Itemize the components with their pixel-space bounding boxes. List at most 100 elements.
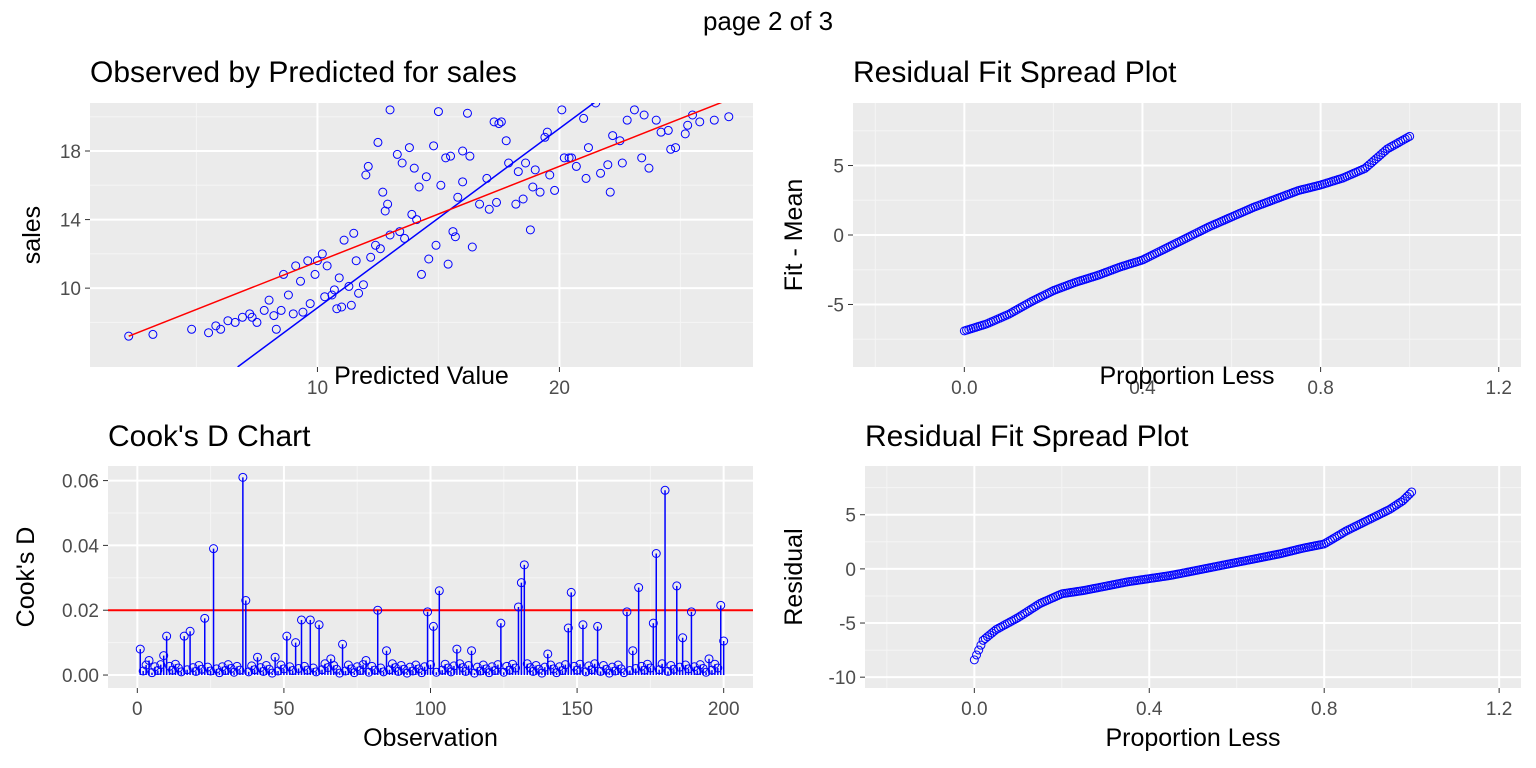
cooks-d-point: [305, 615, 315, 625]
data-point: [1330, 533, 1340, 543]
data-point: [1321, 538, 1331, 548]
data-point: [617, 158, 627, 168]
data-point: [1029, 603, 1039, 613]
cooks-d-point: [713, 663, 723, 673]
data-point: [271, 324, 281, 334]
cooks-d-point: [238, 472, 248, 482]
data-point: [453, 192, 463, 202]
data-point: [1006, 308, 1016, 318]
x-tick-label: 0.8: [1307, 378, 1333, 399]
cooks-d-point: [191, 666, 201, 676]
data-point: [695, 117, 705, 127]
cooks-d-point: [370, 665, 380, 675]
residual-fit-spread-plot-residual: 0.0 0.4 0.8 1.2 -10 -5 0 5 Residual Fit Spread P…: [780, 420, 1521, 752]
cooks-d-point: [692, 666, 702, 676]
data-point: [363, 161, 373, 171]
data-point: [1382, 144, 1392, 154]
cooks-d-point: [557, 666, 567, 676]
cooks-d-point: [294, 663, 304, 673]
cooks-d-point: [182, 665, 192, 675]
x-tick-label: 0.0: [961, 699, 987, 720]
data-point: [334, 273, 344, 283]
data-point: [385, 105, 395, 115]
data-point: [1319, 539, 1329, 549]
data-point: [535, 187, 545, 197]
cooks-d-point: [214, 668, 224, 678]
data-point: [1398, 135, 1408, 145]
plot-marks: [959, 131, 1415, 336]
cooks-d-point: [593, 621, 603, 631]
cooks-d-point: [499, 667, 509, 677]
data-point: [596, 168, 606, 178]
data-point: [1382, 505, 1392, 515]
x-tick-label: 0.0: [951, 378, 977, 399]
data-point: [1380, 146, 1390, 156]
cooks-d-point: [563, 623, 573, 633]
cooks-d-point: [297, 615, 306, 625]
cooks-d-point: [543, 649, 553, 659]
data-point: [1393, 499, 1403, 509]
data-point: [644, 163, 654, 173]
data-point: [974, 645, 984, 655]
data-point: [666, 144, 676, 154]
cooks-d-point: [467, 646, 477, 656]
data-point: [339, 235, 349, 245]
cooks-d-point: [505, 665, 515, 675]
data-point: [976, 640, 986, 650]
cooks-d-point: [660, 485, 670, 495]
cooks-d-point: [654, 665, 664, 675]
cooks-d-point: [707, 665, 717, 675]
cooks-d-point: [528, 666, 538, 676]
data-point: [303, 256, 313, 266]
data-point: [404, 143, 414, 153]
data-point: [443, 259, 453, 269]
cooks-d-point: [540, 662, 550, 672]
data-point: [550, 185, 560, 195]
cooks-d-point: [241, 595, 251, 605]
data-point: [1400, 134, 1410, 144]
data-point: [1022, 299, 1032, 309]
x-tick-label: 200: [708, 699, 740, 720]
data-point: [680, 129, 690, 139]
cooks-d-point: [364, 667, 374, 677]
data-point: [337, 302, 347, 312]
data-point: [629, 105, 639, 115]
cooks-d-point: [141, 660, 151, 670]
cooks-d-point: [288, 666, 298, 676]
y-tick-label: 0.04: [62, 536, 99, 557]
residual-fit-spread-plot-fit: 0.0 0.4 0.8 1.2 -5 0 5 Residual Fit Spread Plot…: [780, 56, 1521, 399]
cooks-d-point: [244, 667, 254, 677]
x-tick-label: 20: [549, 378, 570, 399]
cooks-d-chart: 0 50 100 150 200 0.00 0.02 0.04 0.06 Cook's D Cha…: [12, 420, 753, 752]
y-tick-label: 0.00: [62, 666, 99, 687]
cooks-d-point: [267, 668, 277, 678]
data-point: [296, 276, 306, 286]
cooks-d-point: [513, 602, 523, 612]
cooks-d-point: [279, 664, 289, 674]
cooks-d-point: [449, 661, 459, 671]
data-point: [462, 108, 472, 118]
cooks-d-point: [625, 666, 635, 676]
data-point: [1011, 614, 1021, 624]
data-point: [540, 132, 550, 142]
cooks-d-point: [393, 666, 403, 676]
cooks-d-point: [631, 663, 641, 673]
data-point: [1009, 615, 1019, 625]
data-point: [603, 160, 613, 170]
data-point: [446, 151, 456, 161]
data-point: [1020, 608, 1030, 618]
cooks-d-point: [147, 668, 157, 678]
data-point: [989, 626, 999, 636]
cooks-d-point: [355, 666, 365, 676]
cooks-d-point: [686, 607, 696, 617]
data-point: [351, 256, 361, 266]
data-point: [247, 312, 257, 322]
cooks-d-point: [291, 638, 301, 648]
cooks-d-point: [628, 646, 638, 656]
data-point: [1391, 500, 1401, 510]
cooks-d-point: [373, 605, 383, 615]
data-point: [310, 269, 320, 279]
cooks-d-point: [604, 668, 614, 678]
data-point: [320, 292, 330, 302]
data-point: [528, 182, 538, 192]
